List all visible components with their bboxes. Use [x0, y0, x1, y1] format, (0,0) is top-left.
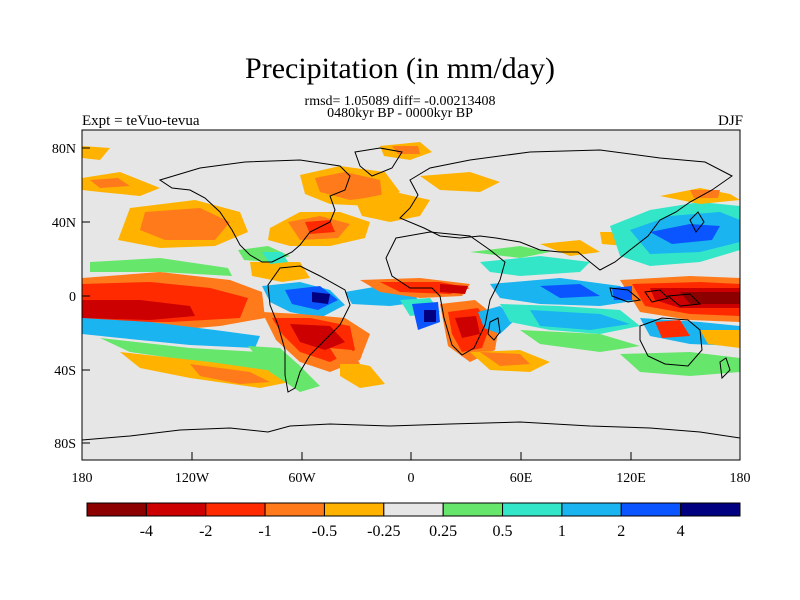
coastline-antarctica [82, 421, 740, 441]
colorbar-labels: -4 -2 -1 -0.5 -0.25 0.25 0.5 1 2 4 [140, 523, 685, 540]
coastline-australia [639, 317, 703, 367]
colorbar-box [561, 502, 622, 517]
field-region [530, 310, 630, 330]
field-region [540, 284, 600, 298]
period-subtitle: 0480kyr BP - 0000kyr BP [327, 106, 473, 121]
field-region [480, 352, 530, 366]
field-region [340, 360, 385, 388]
coastline-south-america [267, 265, 351, 393]
field-region [90, 258, 232, 276]
lat-label: 40S [54, 364, 76, 379]
precipitation-field [82, 130, 740, 460]
coastline-north-america [158, 159, 351, 263]
coastline-africa [385, 231, 506, 356]
colorbar-label: 2 [617, 523, 625, 540]
field-region [330, 348, 360, 364]
colorbar-box [145, 502, 207, 517]
colorbar-box [442, 502, 504, 517]
field-region [190, 364, 270, 384]
coastline-madagascar [487, 317, 501, 341]
axis-ticks [81, 147, 741, 460]
field-region [655, 320, 690, 338]
colorbar-box [205, 502, 266, 517]
coastline-japan [689, 211, 705, 233]
colorbar-box [264, 502, 325, 517]
field-region [262, 252, 288, 264]
lat-label: 80N [52, 142, 76, 157]
field-region [455, 316, 480, 338]
chart-title: Precipitation (in mm/day) [245, 52, 555, 85]
colorbar-box [680, 502, 741, 517]
field-region [392, 146, 420, 154]
season-label: DJF [717, 113, 743, 129]
lon-label: 180 [72, 471, 93, 486]
colorbar-label: 1 [558, 523, 566, 540]
colorbar-box [620, 502, 682, 517]
field-region [82, 318, 260, 348]
lat-label: 80S [54, 437, 76, 452]
field-region [82, 146, 110, 160]
lat-labels: 80N 40N 0 40S 80S [52, 142, 76, 452]
coastline-new-zealand [719, 357, 731, 380]
colorbar: -4 -2 -1 -0.5 -0.25 0.25 0.5 1 2 4 [86, 502, 741, 540]
colorbar-label: -4 [140, 523, 153, 540]
lat-label: 40N [52, 216, 76, 231]
field-region [440, 284, 468, 294]
field-region [520, 330, 640, 352]
lat-label: 0 [69, 290, 76, 305]
field-region [680, 292, 740, 304]
lon-labels: 180 120W 60W 0 60E 120E 180 [72, 471, 751, 486]
coastline-greenland [354, 147, 403, 177]
colorbar-label: -0.25 [367, 523, 400, 540]
colorbar-boxes [86, 502, 741, 517]
lon-label: 60W [288, 471, 316, 486]
field-region [700, 330, 740, 348]
lon-label: 120W [175, 471, 210, 486]
colorbar-label: 0.5 [493, 523, 513, 540]
field-region [100, 338, 300, 372]
field-region [420, 172, 500, 192]
lon-label: 120E [616, 471, 646, 486]
colorbar-label: -0.5 [312, 523, 337, 540]
colorbar-label: -2 [199, 523, 212, 540]
field-region [285, 286, 338, 310]
colorbar-box [383, 502, 444, 517]
field-region [82, 300, 195, 320]
lon-label: 60E [510, 471, 533, 486]
coastline-maritime-continent [609, 287, 702, 307]
field-region [424, 310, 436, 322]
field-region [312, 292, 330, 304]
colorbar-label: 4 [677, 523, 685, 540]
colorbar-box [502, 502, 563, 517]
field-region [355, 192, 430, 222]
field-region [140, 208, 230, 240]
field-region [620, 352, 740, 376]
coastlines [82, 147, 740, 441]
colorbar-label: -1 [258, 523, 271, 540]
experiment-label: Expt = teVuo-tevua [82, 113, 200, 129]
coastline-eurasia [399, 149, 733, 271]
field-region [90, 178, 130, 188]
field-region [650, 224, 720, 244]
field-region [248, 346, 320, 392]
field-region [540, 240, 600, 256]
stats-subtitle: rmsd= 1.05089 diff= -0.00213408 [304, 94, 496, 109]
colorbar-box [323, 502, 385, 517]
field-region [480, 256, 590, 276]
field-region [470, 246, 550, 258]
field-region [315, 172, 382, 200]
lon-label: 0 [408, 471, 415, 486]
colorbar-label: 0.25 [429, 523, 457, 540]
field-region [290, 324, 345, 350]
colorbar-box [86, 502, 147, 517]
lon-label: 180 [730, 471, 751, 486]
